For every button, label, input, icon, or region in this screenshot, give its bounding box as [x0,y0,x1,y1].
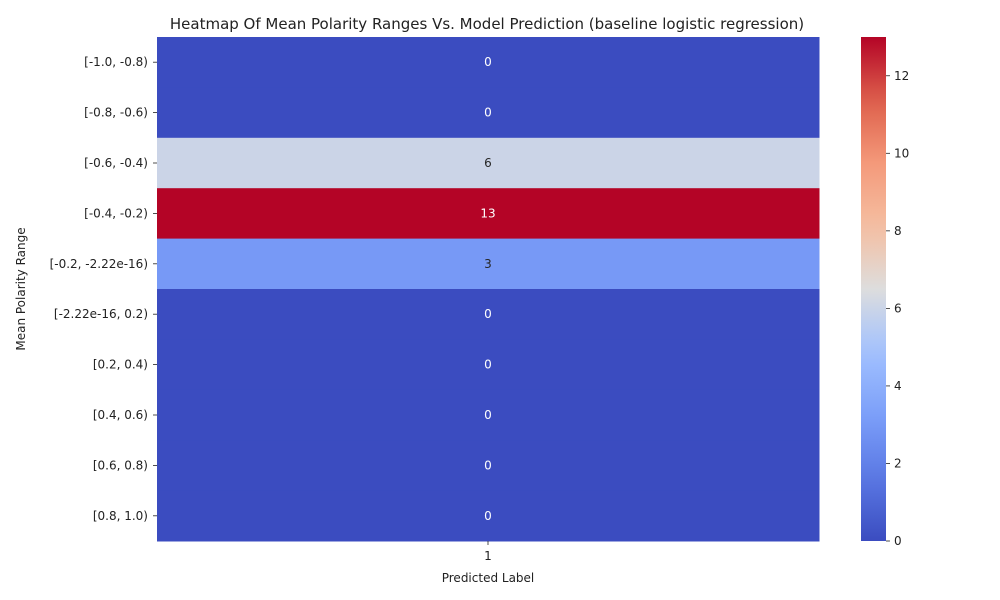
y-tick-labels: [-1.0, -0.8) [-0.8, -0.6) [-0.6, -0.4) [-0.… [50,55,157,523]
cell-value-label: 0 [484,55,492,69]
cell-value-label: 0 [484,307,492,321]
heatmap-cell [157,440,820,492]
y-tick-label: [-2.22e-16, 0.2) [54,307,148,321]
colorbar-tick-label: 4 [894,379,902,393]
cell-value-label: 6 [484,156,492,170]
x-tick-label: 1 [484,549,492,563]
colorbar-ticks: 0 2 4 6 8 10 12 [886,69,909,548]
x-axis-label: Predicted Label [442,571,535,585]
y-tick-label: [-0.6, -0.4) [84,156,148,170]
heatmap-cell [157,37,820,88]
heatmap-cell [157,389,820,441]
colorbar-tick-label: 0 [894,534,902,548]
cell-value-label: 3 [484,257,492,271]
heatmap-cell [157,339,820,391]
y-tick-label: [-0.8, -0.6) [84,106,148,120]
heatmap-cell [157,490,820,542]
y-axis-label: Mean Polarity Range [14,227,28,350]
cell-value-label: 0 [484,458,492,472]
x-tick-labels: 1 [484,541,492,563]
heatmap-cell [157,87,820,139]
cell-value-label: 0 [484,106,492,120]
colorbar-tick-label: 2 [894,456,902,470]
colorbar [861,37,886,541]
colorbar-tick-label: 10 [894,146,909,160]
cell-value-label: 0 [484,509,492,523]
colorbar-tick-label: 6 [894,301,902,315]
cell-value-label: 13 [480,206,495,220]
y-tick-label: [-0.2, -2.22e-16) [50,257,148,271]
heatmap-cells: 0 0 6 13 3 0 0 0 0 0 [157,37,820,542]
y-tick-label: [0.4, 0.6) [93,408,148,422]
colorbar-tick-label: 8 [894,224,902,238]
y-tick-label: [0.8, 1.0) [93,509,148,523]
cell-value-label: 0 [484,408,492,422]
y-tick-label: [0.2, 0.4) [93,358,148,372]
heatmap-cell [157,188,820,240]
heatmap-cell [157,289,820,340]
heatmap-cell [157,137,820,189]
colorbar-tick-label: 12 [894,69,909,83]
y-tick-label: [-0.4, -0.2) [84,206,148,220]
y-tick-label: [-1.0, -0.8) [84,55,148,69]
y-tick-label: [0.6, 0.8) [93,458,148,472]
chart-title: Heatmap Of Mean Polarity Ranges Vs. Mode… [170,15,804,33]
heatmap-cell [157,238,820,290]
cell-value-label: 0 [484,358,492,372]
